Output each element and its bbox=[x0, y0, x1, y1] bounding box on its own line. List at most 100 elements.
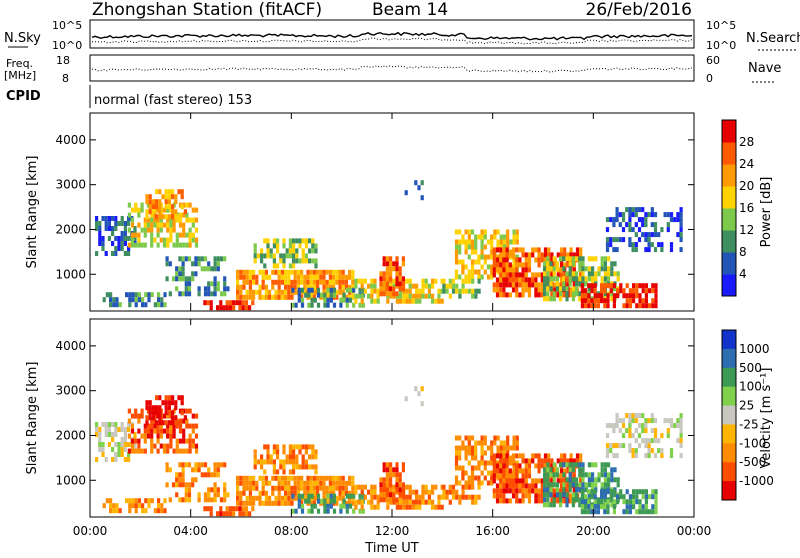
echo-cell bbox=[549, 276, 553, 282]
echo-cell bbox=[496, 239, 500, 245]
echo-cell bbox=[158, 415, 162, 421]
echo-cell bbox=[171, 400, 175, 406]
echo-cell bbox=[389, 261, 393, 267]
echo-cell bbox=[248, 284, 252, 290]
echo-cell bbox=[587, 489, 591, 495]
echo-cell bbox=[203, 462, 208, 468]
power-heatmap-cells bbox=[95, 180, 683, 311]
echo-cell bbox=[188, 408, 192, 414]
echo-cell bbox=[546, 472, 550, 478]
echo-cell bbox=[303, 480, 307, 486]
echo-cell bbox=[264, 294, 268, 300]
echo-cell bbox=[597, 266, 601, 272]
echo-cell bbox=[123, 226, 127, 231]
echo-cell bbox=[287, 284, 291, 290]
echo-cell bbox=[127, 242, 131, 248]
echo-cell bbox=[559, 291, 563, 297]
echo-cell bbox=[191, 217, 195, 223]
echo-cell bbox=[338, 495, 342, 501]
echo-cell bbox=[385, 261, 389, 267]
echo-cell bbox=[448, 499, 452, 505]
echo-cell bbox=[260, 248, 264, 254]
echo-cell bbox=[146, 227, 151, 233]
echo-cell bbox=[515, 267, 519, 273]
echo-cell bbox=[194, 467, 198, 473]
echo-cell bbox=[421, 494, 425, 500]
echo-cell bbox=[395, 256, 399, 262]
echo-cell bbox=[290, 500, 294, 506]
echo-cell bbox=[531, 453, 535, 459]
echo-cell bbox=[392, 484, 396, 490]
echo-cell bbox=[158, 199, 162, 205]
echo-cell bbox=[300, 269, 304, 275]
echo-cell bbox=[531, 247, 535, 253]
echo-cell bbox=[543, 463, 548, 469]
echo-cell bbox=[395, 298, 399, 304]
echo-cell bbox=[628, 448, 632, 454]
echo-cell bbox=[502, 468, 506, 474]
echo-cell bbox=[107, 427, 111, 432]
echo-cell bbox=[581, 467, 585, 473]
echo-cell bbox=[348, 274, 352, 280]
echo-cell bbox=[245, 274, 249, 280]
echo-cell bbox=[322, 269, 326, 275]
echo-cell bbox=[455, 494, 459, 500]
echo-cell bbox=[140, 227, 144, 233]
echo-cell bbox=[128, 508, 132, 514]
echo-cell bbox=[584, 509, 588, 515]
echo-cell bbox=[348, 294, 352, 300]
echo-cell bbox=[566, 277, 570, 283]
echo-cell bbox=[405, 484, 409, 490]
echo-cell bbox=[120, 241, 124, 246]
echo-cell bbox=[351, 269, 355, 275]
echo-cell bbox=[376, 298, 380, 304]
echo-cell bbox=[401, 286, 405, 292]
echo-cell bbox=[295, 444, 299, 450]
echo-cell bbox=[351, 294, 355, 300]
nave-label: Nave bbox=[748, 61, 781, 76]
echo-cell bbox=[405, 293, 409, 299]
echo-cell bbox=[647, 438, 651, 444]
cpid-row: CPID normal (fast stereo) 153 bbox=[6, 85, 252, 108]
echo-cell bbox=[300, 503, 305, 509]
echo-cell bbox=[420, 386, 424, 392]
echo-cell bbox=[448, 278, 452, 284]
echo-cell bbox=[415, 288, 419, 294]
echo-cell bbox=[451, 278, 456, 284]
echo-cell bbox=[213, 256, 217, 262]
echo-cell bbox=[480, 450, 484, 456]
echo-cell bbox=[562, 256, 566, 262]
echo-cell bbox=[461, 269, 465, 275]
echo-cell bbox=[471, 288, 475, 294]
echo-cell bbox=[641, 288, 645, 294]
echo-cell bbox=[511, 277, 516, 283]
echo-cell bbox=[316, 302, 321, 308]
echo-cell bbox=[654, 499, 658, 505]
echo-cell bbox=[641, 438, 645, 444]
echo-cell bbox=[348, 475, 352, 481]
echo-cell bbox=[445, 489, 449, 495]
echo-cell bbox=[549, 502, 553, 508]
echo-cell bbox=[239, 500, 243, 506]
echo-cell bbox=[508, 282, 512, 288]
echo-cell bbox=[496, 460, 500, 466]
echo-cell bbox=[146, 428, 151, 434]
echo-cell bbox=[607, 276, 611, 282]
echo-cell bbox=[147, 297, 151, 303]
echo-cell bbox=[322, 475, 326, 481]
echo-cell bbox=[130, 232, 135, 238]
echo-cell bbox=[352, 493, 356, 499]
echo-cell bbox=[306, 269, 310, 275]
echo-cell bbox=[137, 297, 141, 303]
echo-cell bbox=[490, 254, 494, 260]
echo-cell bbox=[253, 464, 257, 470]
echo-cell bbox=[236, 279, 240, 285]
echo-cell bbox=[338, 284, 342, 290]
echo-cell bbox=[306, 475, 310, 481]
echo-cell bbox=[431, 298, 435, 304]
echo-cell bbox=[341, 495, 345, 501]
echo-cell bbox=[180, 189, 184, 195]
echo-cell bbox=[271, 284, 275, 290]
echo-cell bbox=[511, 267, 516, 273]
echo-cell bbox=[342, 297, 346, 303]
